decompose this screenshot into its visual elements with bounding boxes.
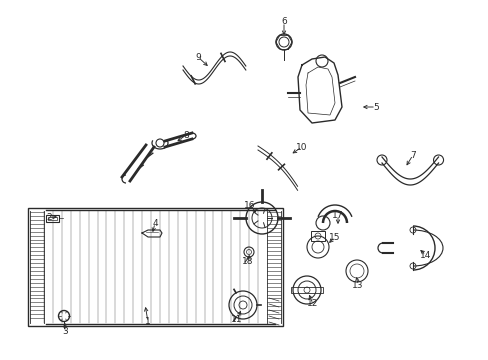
Text: 17: 17 — [331, 211, 343, 220]
Text: 18: 18 — [242, 257, 253, 266]
Text: 2: 2 — [46, 212, 52, 221]
Text: 11: 11 — [231, 315, 242, 324]
Text: 4: 4 — [152, 219, 158, 228]
Text: 15: 15 — [328, 233, 340, 242]
Bar — [310, 231, 325, 241]
Bar — [48, 217, 57, 220]
Text: 16: 16 — [244, 201, 255, 210]
Text: 6: 6 — [281, 18, 286, 27]
Text: 7: 7 — [409, 150, 415, 159]
Text: 13: 13 — [351, 280, 363, 289]
Bar — [46, 215, 59, 222]
Text: 8: 8 — [183, 130, 188, 139]
Text: 3: 3 — [62, 328, 68, 337]
Bar — [290, 287, 323, 293]
Bar — [28, 208, 283, 326]
Text: 9: 9 — [195, 53, 201, 62]
Text: 1: 1 — [145, 318, 151, 327]
Text: 5: 5 — [372, 103, 378, 112]
Text: 12: 12 — [306, 300, 318, 309]
Text: 14: 14 — [420, 251, 431, 260]
Text: 10: 10 — [296, 143, 307, 152]
